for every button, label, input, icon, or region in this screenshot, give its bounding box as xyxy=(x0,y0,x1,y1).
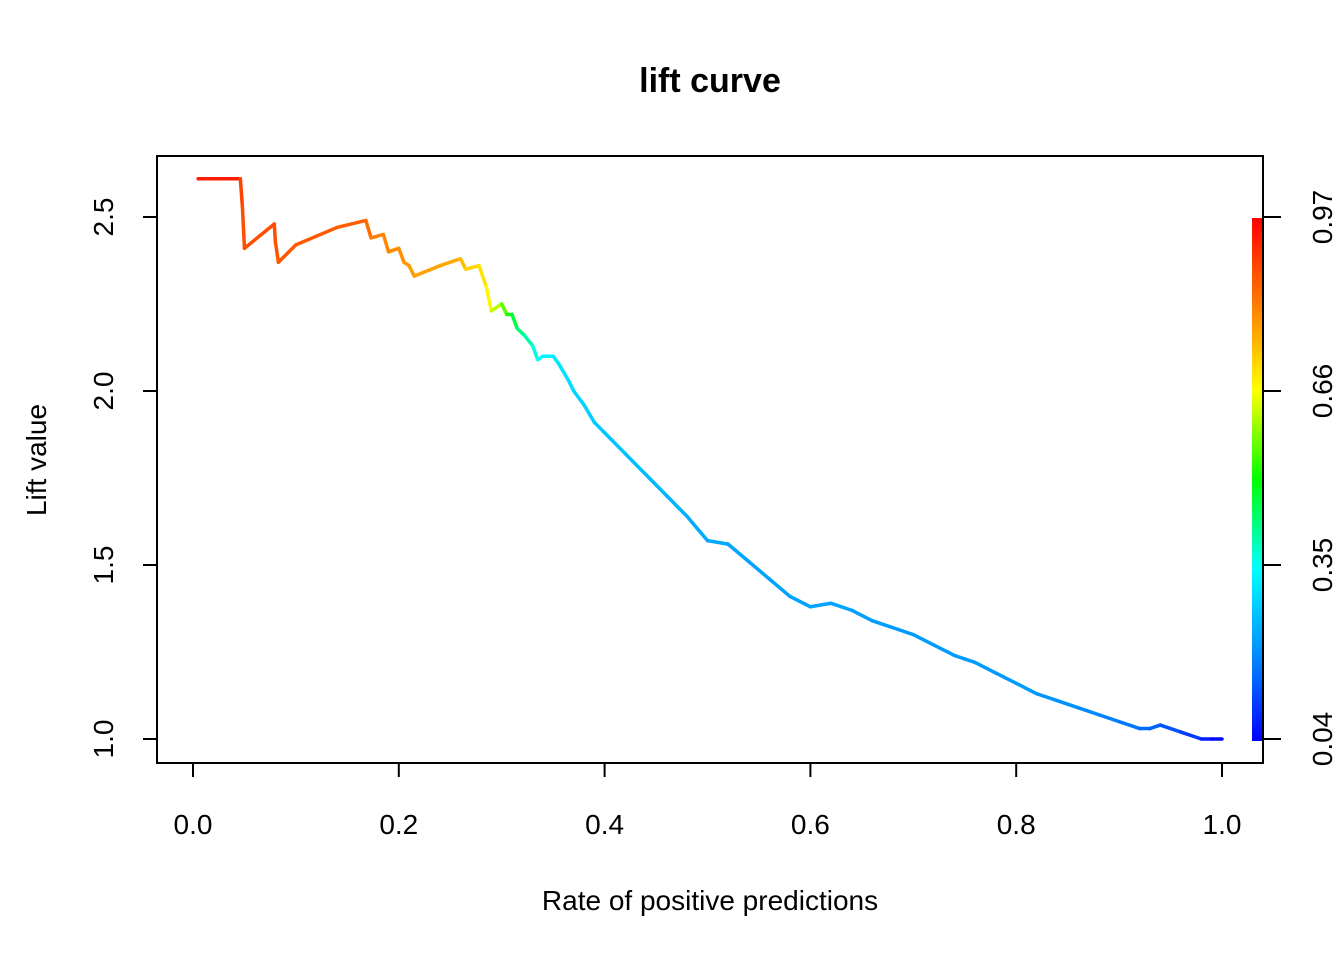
lift-curve-segment xyxy=(726,542,751,564)
lift-curve-segment xyxy=(530,344,540,362)
x-tick-label: 0.4 xyxy=(585,809,624,840)
lift-curve-segment xyxy=(522,333,535,348)
colorkey-tick-label: 0.35 xyxy=(1307,538,1338,593)
lift-curve-segment xyxy=(592,420,607,435)
lift-curve-segment xyxy=(273,239,281,264)
lift-curve-segment xyxy=(412,263,442,278)
lift-curve-segment xyxy=(364,218,373,240)
x-tick-label: 0.0 xyxy=(174,809,213,840)
x-tick-label: 1.0 xyxy=(1203,809,1242,840)
lift-curve-segment xyxy=(238,176,245,209)
chart-title: lift curve xyxy=(639,62,781,100)
lift-curve-segment xyxy=(484,284,494,313)
lift-curve-segment xyxy=(489,302,504,313)
lift-curve-segment xyxy=(397,246,406,264)
lift-curve-segment xyxy=(1148,723,1163,731)
lift-curve-segment xyxy=(242,222,277,251)
colorkey-axis: 0.04 0.35 0.66 0.97 xyxy=(1263,190,1338,767)
lift-curve-segment xyxy=(381,232,391,254)
y-tick-label: 2.0 xyxy=(88,372,119,411)
lift-curve-segment xyxy=(685,514,710,543)
lift-curve-segment xyxy=(1158,723,1183,734)
lift-curve-segment xyxy=(829,601,844,609)
colorkey-bar xyxy=(1252,218,1262,741)
lift-curve-segment xyxy=(582,403,597,425)
y-tick-label: 1.0 xyxy=(88,720,119,759)
lift-curve-segment xyxy=(272,222,278,244)
colorkey-tick-label: 0.97 xyxy=(1307,190,1338,245)
lift-curve-segment xyxy=(510,312,519,331)
lift-curve-segment xyxy=(952,653,977,665)
lift-curve-segment xyxy=(463,263,481,271)
lift-curve-segment xyxy=(477,263,489,289)
plot-frame xyxy=(156,155,1264,764)
lift-curve-segment xyxy=(1076,705,1101,717)
lift-curve-segment xyxy=(664,493,689,519)
lift-curve-segment xyxy=(623,451,648,477)
lift-curve-segment xyxy=(911,632,936,647)
lift-curve-segment xyxy=(973,660,998,675)
lift-curve-segment xyxy=(1014,681,1039,696)
lift-curve-segment xyxy=(369,232,386,240)
lift-curve-segment xyxy=(767,577,792,599)
lift-curve-segment xyxy=(1035,692,1060,703)
lift-curve-segment xyxy=(556,361,571,383)
lift-curve-segment xyxy=(932,643,957,658)
lift-curve-segment xyxy=(1055,698,1080,710)
lift-curve-segment xyxy=(1179,730,1204,741)
x-tick-label: 0.2 xyxy=(379,809,418,840)
lift-curve-segment xyxy=(993,671,1018,686)
lift-curve-segment xyxy=(240,204,247,251)
colorkey-tick-label: 0.66 xyxy=(1307,364,1338,419)
lift-curve-segment xyxy=(849,608,874,623)
lift-curve-segment xyxy=(571,389,586,407)
lift-curve-segment xyxy=(808,601,833,609)
x-tick-label: 0.6 xyxy=(791,809,830,840)
lift-curve-segment xyxy=(294,225,339,247)
y-tick-label: 1.5 xyxy=(88,546,119,585)
lift-curve-segment xyxy=(1117,719,1142,731)
lift-curve-segment xyxy=(644,472,669,498)
lift-curve-segment xyxy=(386,246,401,254)
lift-curve-segment xyxy=(839,605,854,612)
lift-curve-segment xyxy=(499,302,509,317)
lift-curve-segment xyxy=(788,594,813,609)
lift-curve-segment xyxy=(407,263,416,278)
lift-curve-segment xyxy=(870,618,895,630)
lift-curve-segment xyxy=(566,378,576,393)
x-axis: 0.0 0.2 0.4 0.6 0.8 1.0 xyxy=(174,762,1242,840)
x-axis-title: Rate of positive predictions xyxy=(542,885,878,916)
lift-curve-segment xyxy=(890,625,916,637)
lift-curve-segment xyxy=(602,431,627,456)
lift-curve-segment xyxy=(705,538,730,546)
y-axis: 1.0 1.5 2.0 2.5 xyxy=(88,198,158,759)
x-tick-label: 0.8 xyxy=(997,809,1036,840)
lift-curve-segment xyxy=(276,243,298,264)
lift-curve-segment xyxy=(1096,712,1121,724)
lift-curve-segment xyxy=(335,218,368,230)
lift-curve-line xyxy=(196,176,1224,741)
lift-curve-segment xyxy=(458,257,468,271)
lift-curve-segment xyxy=(438,257,463,268)
lift-curve-segment xyxy=(746,559,771,581)
y-axis-title: Lift value xyxy=(21,404,52,516)
colorkey-tick-label: 0.04 xyxy=(1307,712,1338,767)
y-tick-label: 2.5 xyxy=(88,198,119,237)
